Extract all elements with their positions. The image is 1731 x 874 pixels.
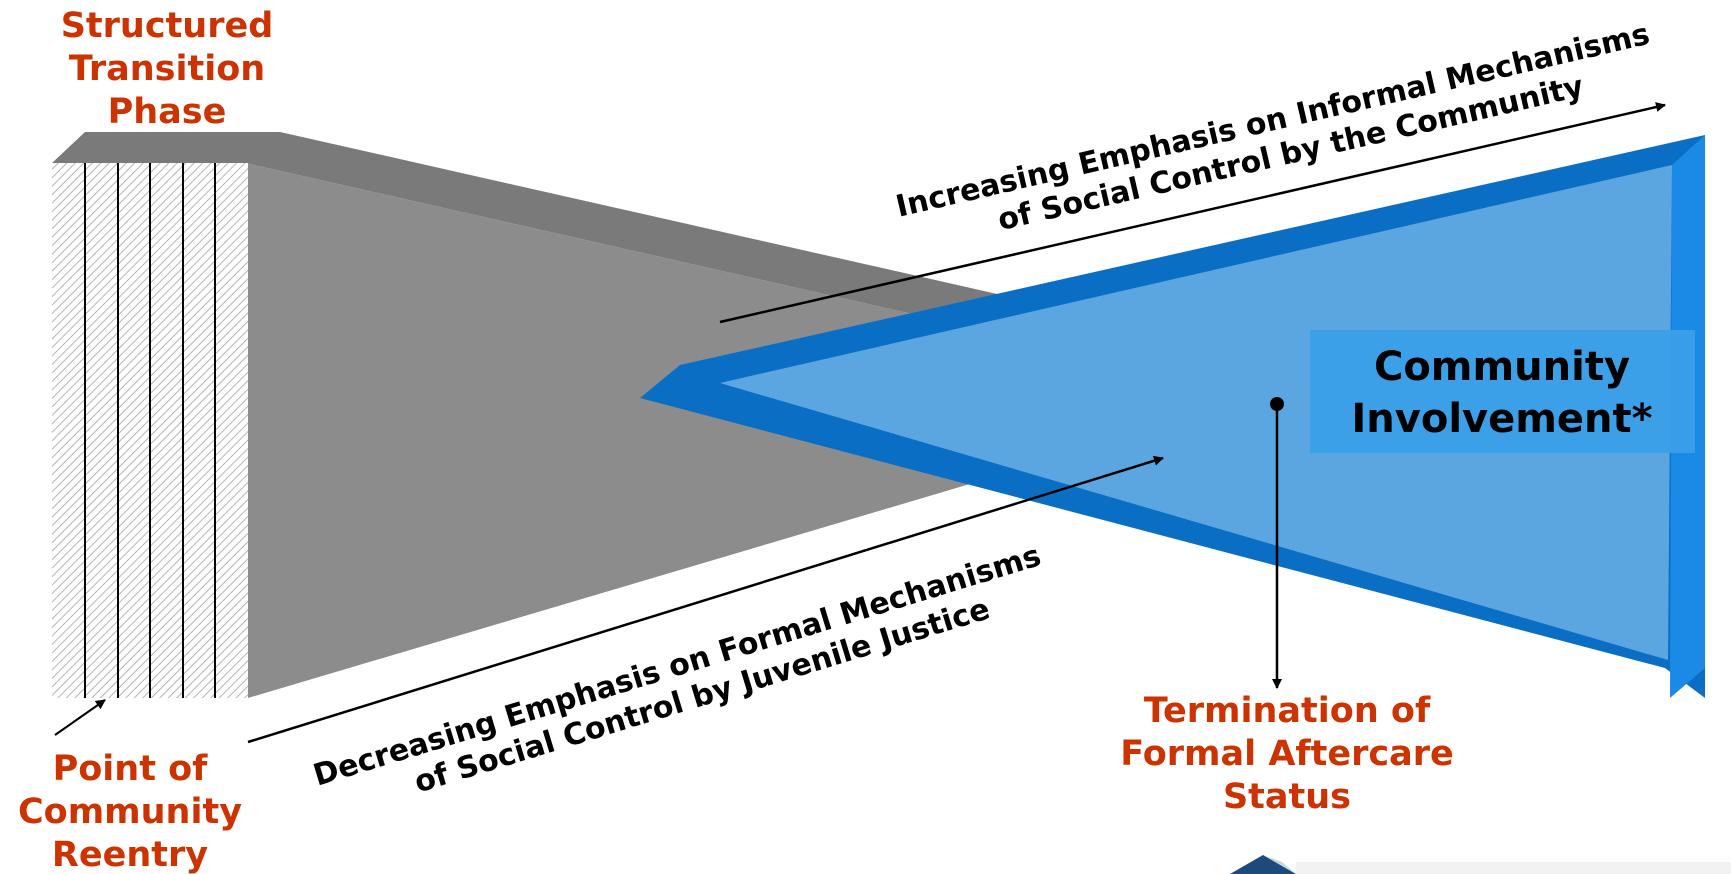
community-involvement-line-2: Involvement* — [1351, 396, 1652, 442]
entry-block-top — [52, 132, 280, 163]
point-of-reentry-label: Point of Community Reentry — [18, 749, 242, 874]
termination-line-2: Formal Aftercare — [1120, 734, 1453, 774]
termination-pointer — [1270, 397, 1284, 689]
entry-block — [52, 132, 280, 698]
blue-wedge-face — [720, 165, 1672, 660]
community-involvement-line-1: Community — [1374, 344, 1630, 390]
structured-transition-line-3: Phase — [108, 92, 227, 132]
point-of-reentry-line-1: Point of — [53, 749, 209, 789]
entry-block-lines — [84, 163, 216, 698]
logo-fragment — [1230, 855, 1731, 874]
increasing-emphasis-arrow — [719, 102, 1666, 324]
community-involvement-box: Community Involvement* — [1310, 330, 1695, 453]
termination-line-3: Status — [1223, 777, 1351, 817]
point-of-reentry-line-3: Reentry — [52, 835, 208, 874]
structured-transition-line-2: Transition — [69, 49, 265, 89]
gray-wedge-face — [245, 163, 1270, 698]
decreasing-emphasis-arrow — [247, 455, 1164, 744]
termination-label: Termination of Formal Aftercare Status — [1120, 691, 1453, 817]
structured-transition-line-1: Structured — [61, 6, 274, 46]
point-of-reentry-line-2: Community — [18, 792, 242, 832]
reentry-pointer-arrow — [54, 699, 106, 736]
termination-line-1: Termination of — [1144, 691, 1431, 731]
structured-transition-label: Structured Transition Phase — [61, 6, 274, 132]
